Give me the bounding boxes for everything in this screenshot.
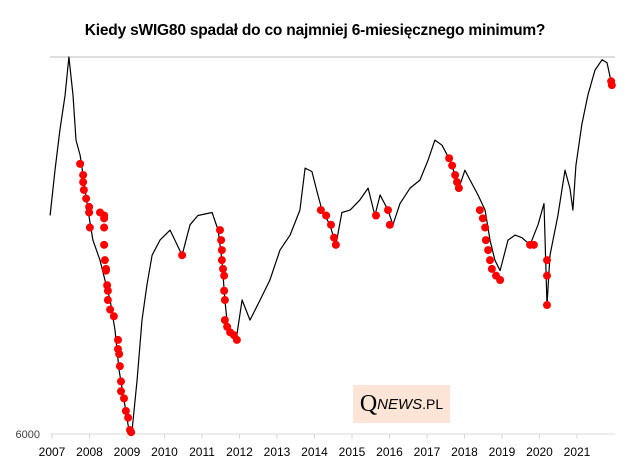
six-month-low-marker <box>481 223 490 232</box>
six-month-low-marker <box>217 256 226 265</box>
six-month-low-marker <box>217 246 226 255</box>
six-month-low-marker <box>543 256 551 265</box>
x-tick-label-2021: 2021 <box>564 445 591 459</box>
six-month-low-marker <box>454 184 463 193</box>
six-month-low-marker <box>76 159 85 168</box>
six-month-low-marker <box>220 271 229 280</box>
six-month-low-marker <box>330 233 338 242</box>
x-tick-label-2012: 2012 <box>226 445 253 459</box>
six-month-low-marker <box>117 387 125 396</box>
six-month-low-marker <box>117 377 125 386</box>
six-month-low-marker <box>121 406 130 415</box>
six-month-low-marker <box>102 266 110 275</box>
six-month-low-marker <box>232 335 241 344</box>
six-month-low-marker <box>106 305 115 314</box>
x-tick-label-2009: 2009 <box>114 445 141 459</box>
y-tick-label-6000: 6000 <box>16 429 40 441</box>
six-month-low-marker <box>79 178 88 187</box>
x-tick-label-2018: 2018 <box>451 445 478 459</box>
six-month-low-marker <box>109 312 118 321</box>
six-month-low-marker <box>219 264 227 273</box>
x-tick-label-2010: 2010 <box>151 445 178 459</box>
six-month-low-marker <box>85 202 94 211</box>
six-month-low-marker <box>216 226 224 235</box>
marker-layer <box>76 77 616 437</box>
x-tick-label-2014: 2014 <box>301 445 328 459</box>
six-month-low-marker <box>114 335 122 344</box>
x-tick-label-2007: 2007 <box>39 445 66 459</box>
six-month-low-marker <box>115 350 124 359</box>
six-month-low-marker <box>120 394 128 403</box>
six-month-low-marker <box>607 81 616 90</box>
six-month-low-marker <box>331 240 340 249</box>
six-month-low-marker <box>220 296 229 305</box>
watermark-pl: .PL <box>422 396 444 412</box>
six-month-low-marker <box>445 154 454 163</box>
six-month-low-marker <box>100 223 109 232</box>
six-month-low-marker <box>100 240 109 249</box>
six-month-low-marker <box>385 220 394 229</box>
six-month-low-marker <box>217 236 226 245</box>
six-month-low-marker <box>220 286 229 295</box>
six-month-low-marker <box>316 206 325 215</box>
six-month-low-marker <box>529 240 538 249</box>
six-month-low-marker <box>481 236 490 245</box>
six-month-low-marker <box>484 246 493 255</box>
six-month-low-marker <box>451 171 460 180</box>
x-tick-label-2020: 2020 <box>526 445 553 459</box>
six-month-low-marker <box>372 211 380 220</box>
watermark-q: Q <box>359 390 378 417</box>
six-month-low-marker <box>100 214 109 223</box>
six-month-low-marker <box>103 286 112 295</box>
x-tick-label-2013: 2013 <box>264 445 291 459</box>
six-month-low-marker <box>327 220 335 229</box>
x-tick-label-2019: 2019 <box>489 445 516 459</box>
six-month-low-marker <box>82 194 91 203</box>
six-month-low-marker <box>496 276 505 285</box>
six-month-low-marker <box>100 256 109 265</box>
labels-layer: 2007 2008 2009 2010 2011 2012 2013 2014 2015 2016… <box>16 429 591 459</box>
chart-title: Kiedy sWIG80 spadał do co najmniej 6-mie… <box>84 22 546 39</box>
six-month-low-marker <box>220 316 229 325</box>
axes <box>50 56 615 439</box>
x-tick-label-2016: 2016 <box>376 445 403 459</box>
six-month-low-marker <box>103 296 112 305</box>
six-month-low-marker <box>322 211 331 220</box>
six-month-low-marker <box>543 301 551 310</box>
six-month-low-marker <box>79 185 88 194</box>
x-tick-label-2011: 2011 <box>189 445 215 459</box>
six-month-low-marker <box>487 264 496 273</box>
six-month-low-marker <box>79 171 88 180</box>
x-tick-label-2015: 2015 <box>339 445 366 459</box>
six-month-low-marker <box>85 208 94 217</box>
x-tick-label-2017: 2017 <box>414 445 441 459</box>
x-tick-label-2008: 2008 <box>76 445 103 459</box>
watermark-news: NEWS <box>377 395 423 413</box>
six-month-low-marker <box>475 206 484 215</box>
six-month-low-marker <box>127 428 136 437</box>
six-month-low-marker <box>124 413 133 422</box>
six-month-low-marker <box>384 206 392 215</box>
six-month-low-marker <box>478 214 487 223</box>
qnews-watermark-logo: Q NEWS .PL <box>353 385 450 423</box>
six-month-low-marker <box>448 161 457 170</box>
six-month-low-marker <box>486 256 494 265</box>
six-month-low-marker <box>543 271 551 280</box>
six-month-low-marker <box>178 251 187 260</box>
six-month-low-marker <box>115 362 124 371</box>
six-month-low-marker <box>85 223 94 232</box>
